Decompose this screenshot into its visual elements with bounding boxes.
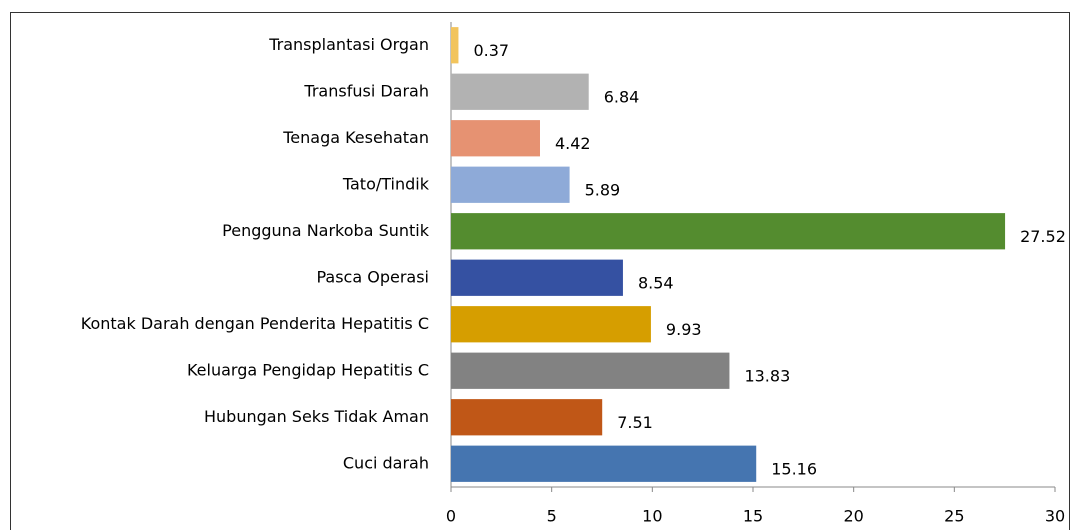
- bar: [451, 445, 757, 482]
- x-tick-label: 10: [642, 507, 662, 526]
- bar: [451, 120, 540, 157]
- value-label: 8.54: [638, 273, 674, 292]
- x-tick-label: 15: [743, 507, 763, 526]
- y-tick-label: Transplantasi Organ: [268, 35, 429, 54]
- y-tick-label: Kontak Darah dengan Penderita Hepatitis …: [81, 314, 429, 333]
- value-label: 15.16: [771, 459, 817, 478]
- y-tick-label: Transfusi Darah: [303, 81, 429, 100]
- value-label: 0.37: [473, 41, 509, 60]
- y-tick-label: Tenaga Kesehatan: [282, 128, 429, 147]
- x-tick-label: 5: [547, 507, 557, 526]
- bar: [451, 166, 570, 203]
- bar: [451, 306, 651, 343]
- x-tick-label: 25: [944, 507, 964, 526]
- bar: [451, 259, 623, 296]
- y-tick-label: Tato/Tindik: [342, 174, 430, 193]
- y-tick-label: Hubungan Seks Tidak Aman: [204, 407, 429, 426]
- value-label: 7.51: [617, 413, 653, 432]
- value-label: 27.52: [1020, 227, 1066, 246]
- bar: [451, 213, 1006, 250]
- bar: [451, 27, 459, 64]
- x-tick-label: 30: [1045, 507, 1065, 526]
- value-label: 4.42: [555, 134, 591, 153]
- y-tick-label: Keluarga Pengidap Hepatitis C: [187, 360, 429, 379]
- chart-border: [10, 12, 1070, 530]
- bar: [451, 352, 730, 389]
- bar: [451, 399, 603, 436]
- y-tick-label: Cuci darah: [343, 453, 429, 472]
- bar: [451, 73, 589, 110]
- value-label: 6.84: [604, 87, 640, 106]
- value-label: 13.83: [744, 366, 790, 385]
- x-tick-label: 0: [446, 507, 456, 526]
- x-tick-label: 20: [843, 507, 863, 526]
- y-tick-label: Pasca Operasi: [316, 267, 429, 286]
- value-label: 5.89: [585, 180, 621, 199]
- value-label: 9.93: [666, 320, 702, 339]
- y-tick-label: Pengguna Narkoba Suntik: [222, 221, 430, 240]
